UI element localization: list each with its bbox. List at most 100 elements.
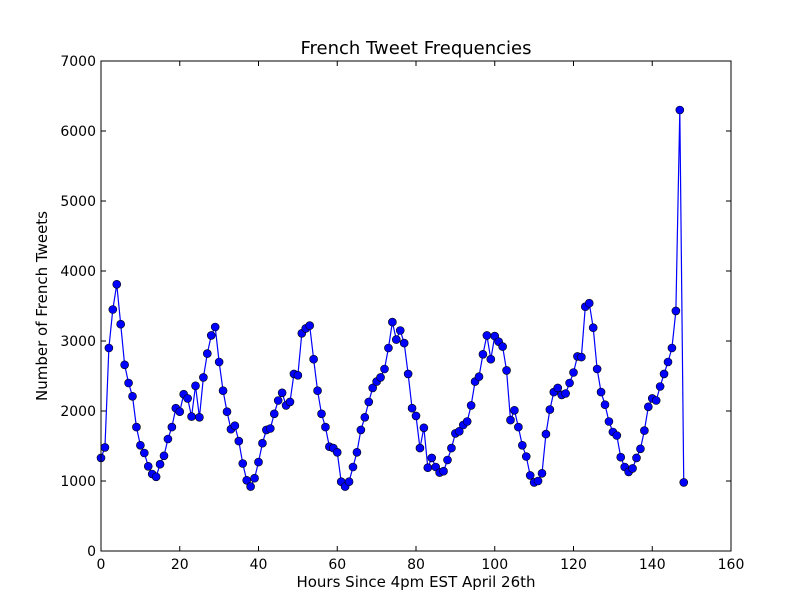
data-point <box>266 424 275 433</box>
x-axis-label: Hours Since 4pm EST April 26th <box>296 573 535 591</box>
x-tick-label: 140 <box>639 557 666 573</box>
data-point <box>415 443 425 453</box>
y-axis-label: Number of French Tweets <box>33 211 51 401</box>
x-tick-label: 160 <box>718 557 745 573</box>
data-point <box>455 426 464 436</box>
data-point <box>510 405 519 415</box>
data-point <box>254 457 263 467</box>
data-point <box>116 319 125 329</box>
data-point <box>545 405 555 414</box>
data-point <box>187 412 196 421</box>
data-point <box>112 279 122 289</box>
data-point <box>388 317 397 327</box>
data-point <box>313 386 322 396</box>
data-point <box>246 482 255 491</box>
plot-frame <box>100 60 732 552</box>
data-point <box>392 335 401 344</box>
data-point <box>191 381 200 391</box>
data-point <box>407 403 417 413</box>
data-point <box>285 397 295 407</box>
y-tick-label: 5000 <box>60 194 96 210</box>
data-point <box>541 429 551 439</box>
data-point <box>293 370 303 380</box>
data-point <box>462 417 472 426</box>
x-tick-label: 0 <box>97 557 106 573</box>
data-point <box>632 453 641 463</box>
data-point <box>466 401 476 410</box>
data-point <box>183 394 192 403</box>
data-point <box>655 382 665 391</box>
data-point <box>667 343 677 353</box>
x-tick-label: 80 <box>407 557 425 573</box>
data-point <box>498 342 507 351</box>
x-tick-label: 40 <box>250 557 268 573</box>
data-point <box>506 415 515 425</box>
data-point <box>364 397 374 407</box>
data-point <box>309 354 318 364</box>
data-point <box>203 349 212 358</box>
data-point <box>399 338 409 348</box>
data-point <box>143 461 153 471</box>
data-point <box>206 331 216 340</box>
data-point <box>447 443 456 453</box>
data-point <box>352 447 362 457</box>
data-point <box>376 373 385 382</box>
data-point <box>679 478 689 487</box>
data-point <box>305 321 314 330</box>
data-point <box>218 386 228 396</box>
data-point <box>195 412 204 422</box>
data-point <box>636 444 645 454</box>
data-point <box>628 464 637 473</box>
data-point <box>155 459 165 469</box>
data-point <box>277 388 287 398</box>
data-point <box>136 440 145 450</box>
data-point <box>100 443 110 452</box>
data-point <box>124 378 133 388</box>
x-tick-label: 120 <box>560 557 587 573</box>
plot-area <box>101 61 731 551</box>
x-tick-label: 20 <box>171 557 189 573</box>
data-point <box>321 422 330 432</box>
data-point <box>419 423 429 433</box>
data-point <box>502 366 511 375</box>
data-point <box>439 466 448 476</box>
data-point <box>222 407 232 417</box>
y-tick-label: 3000 <box>60 334 96 350</box>
data-point <box>128 391 137 401</box>
data-point <box>230 421 240 431</box>
data-point <box>380 364 389 374</box>
data-point <box>120 360 129 370</box>
data-point <box>443 455 452 465</box>
data-point <box>199 373 208 382</box>
x-tick-label: 60 <box>328 557 346 573</box>
data-point <box>104 343 114 353</box>
data-point <box>234 436 244 446</box>
y-tick-label: 6000 <box>60 124 96 140</box>
y-tick-label: 1000 <box>60 474 96 490</box>
data-point <box>132 422 141 432</box>
data-point <box>108 305 118 314</box>
data-point <box>159 451 169 461</box>
data-point <box>258 438 267 448</box>
data-point <box>411 411 421 421</box>
data-point <box>663 357 673 367</box>
data-point <box>360 412 370 422</box>
data-point <box>592 364 602 374</box>
data-point <box>518 440 527 450</box>
data-point <box>140 448 149 458</box>
data-point <box>640 426 649 435</box>
data-point <box>175 407 185 417</box>
data-point <box>659 369 669 379</box>
data-point <box>604 417 614 426</box>
data-point <box>565 378 574 388</box>
data-point <box>584 298 594 308</box>
data-point <box>250 473 259 483</box>
data-point <box>553 383 563 393</box>
chart-title: French Tweet Frequencies <box>300 38 531 59</box>
data-point <box>317 409 326 419</box>
data-point <box>533 476 543 486</box>
data-point <box>384 343 393 353</box>
data-point <box>651 396 661 405</box>
data-point <box>238 459 248 468</box>
